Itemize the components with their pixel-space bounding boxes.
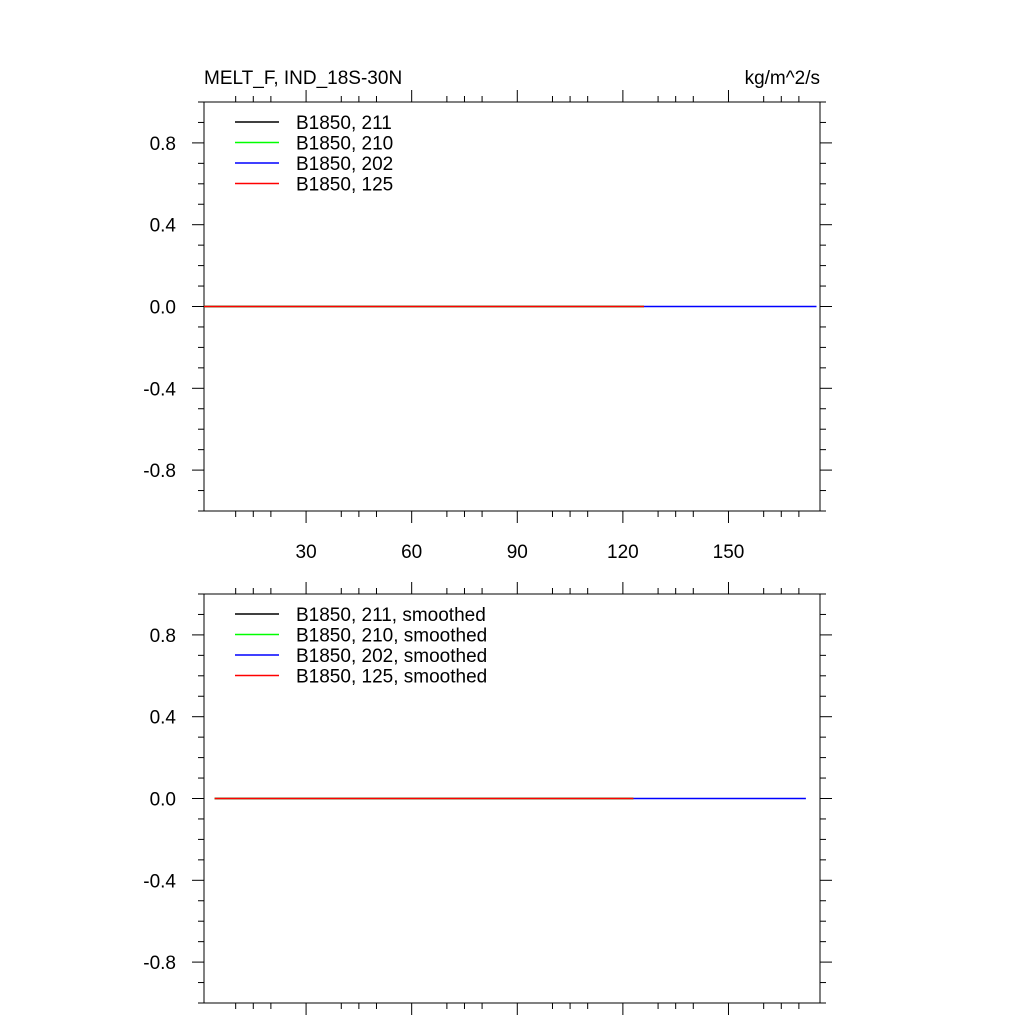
legend-label: B1850, 202, smoothed (296, 646, 487, 667)
x-tick-label: 30 (296, 542, 317, 563)
legend-label: B1850, 210 (296, 134, 393, 155)
y-tick-label: 0.4 (150, 216, 177, 237)
y-tick-label: 0.4 (150, 708, 177, 729)
legend-label: B1850, 210, smoothed (296, 626, 487, 647)
legend-label: B1850, 211 (296, 113, 392, 134)
y-tick-label: 0.0 (150, 790, 176, 811)
y-tick-label: -0.4 (143, 379, 176, 400)
y-tick-label: -0.8 (143, 953, 176, 974)
x-tick-label: 90 (507, 542, 528, 563)
x-tick-label: 60 (401, 542, 422, 563)
legend-label: B1850, 125, smoothed (296, 667, 487, 688)
chart-title: MELT_F, IND_18S-30N (204, 68, 402, 89)
legend-label: B1850, 202 (296, 154, 393, 175)
legend-label: B1850, 211, smoothed (296, 605, 486, 626)
y-tick-label: 0.8 (150, 626, 176, 647)
chart-units: kg/m^2/s (745, 68, 820, 89)
y-tick-label: -0.8 (143, 461, 176, 482)
y-tick-label: 0.0 (150, 298, 176, 319)
y-tick-label: -0.4 (143, 871, 176, 892)
x-tick-label: 120 (607, 542, 639, 563)
x-tick-label: 150 (713, 542, 745, 563)
legend-label: B1850, 125 (296, 175, 393, 196)
y-tick-label: 0.8 (150, 134, 176, 155)
